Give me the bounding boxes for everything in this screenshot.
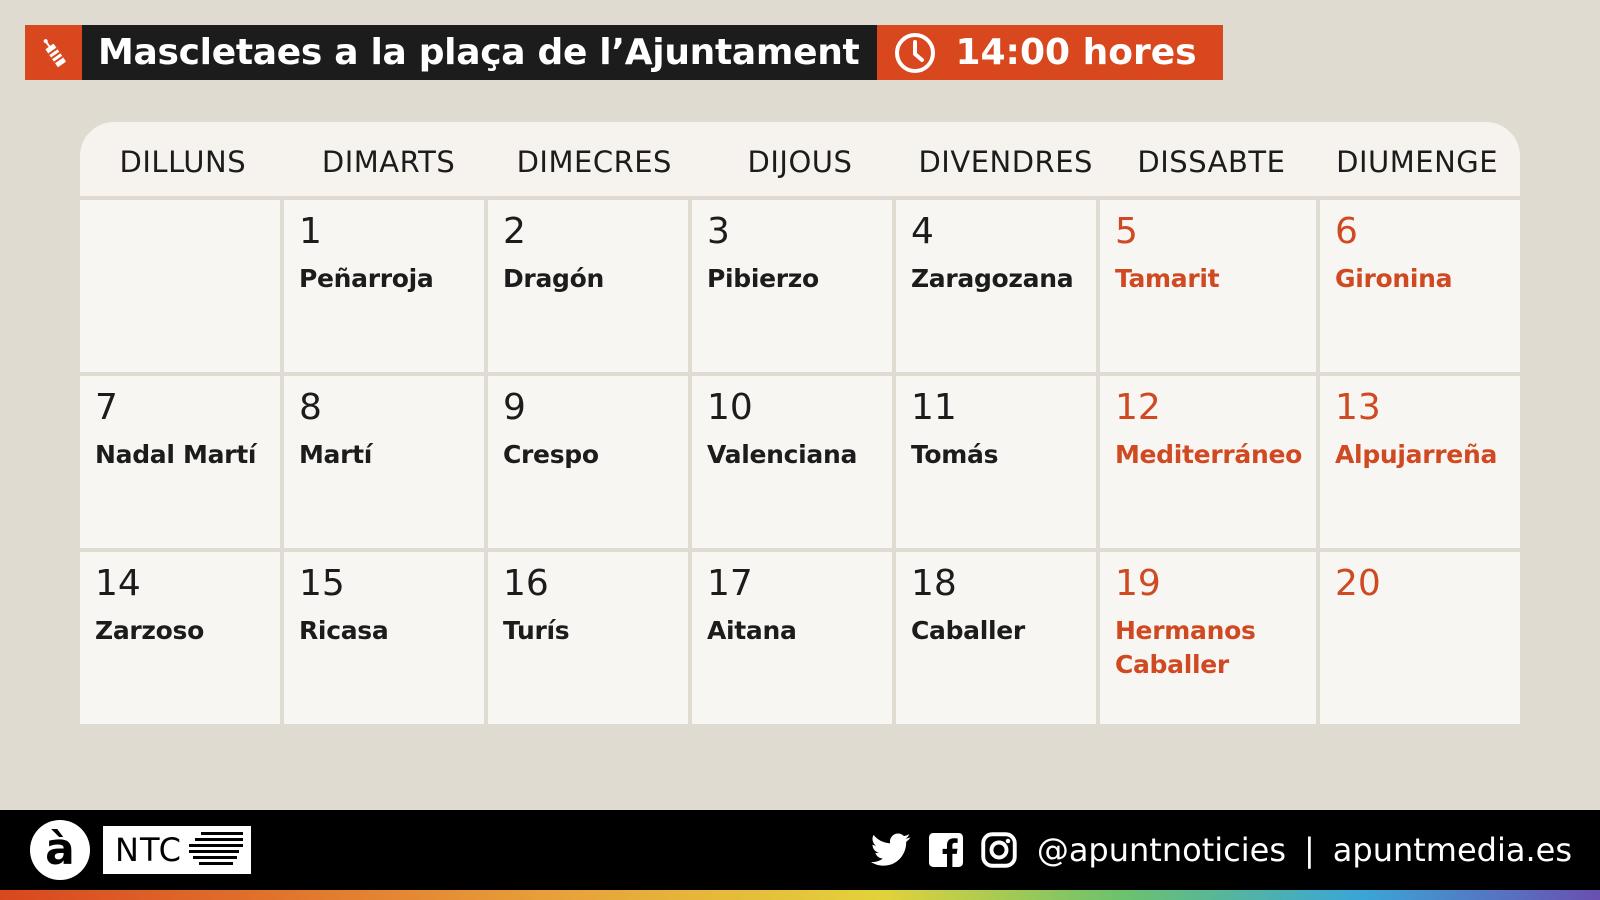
pyrotechnic-name: Zaragozana (910, 264, 1074, 293)
twitter-icon[interactable] (870, 833, 911, 867)
pyrotechnic-name: Martí (298, 440, 373, 469)
day-number: 12 (1114, 387, 1161, 428)
footer-bar: à NTC (0, 810, 1600, 900)
pyrotechnic-name: Dragón (502, 264, 604, 293)
day-cell: 3 Pibierzo (691, 200, 892, 372)
day-cell: 4 Zaragozana (895, 200, 1096, 372)
day-cell: 9 Crespo (487, 376, 688, 548)
pyrotechnic-name: Ricasa (298, 616, 389, 645)
day-number: 5 (1114, 211, 1138, 252)
ntc-logo[interactable]: NTC (103, 826, 251, 874)
day-cell: 18 Caballer (895, 552, 1096, 724)
day-number: 17 (706, 563, 753, 604)
pyrotechnic-name: Alpujarreña (1335, 440, 1498, 469)
day-cell: 16 Turís (487, 552, 688, 724)
pyrotechnic-name: Pibierzo (706, 264, 819, 293)
weekday-monday: DILLUNS (119, 145, 247, 179)
day-number: 18 (910, 563, 957, 604)
day-cell: 10 Valenciana (691, 376, 892, 548)
day-number: 3 (706, 211, 730, 252)
day-cell: 11 Tomás (895, 376, 1096, 548)
pyrotechnic-name: Mediterráneo (1114, 440, 1302, 469)
pyrotechnic-name: Valenciana (706, 440, 858, 469)
day-cell-weekend: 6 Gironina (1320, 200, 1520, 372)
pyrotechnic-name: Turís (502, 616, 570, 645)
day-number: 9 (502, 387, 526, 428)
day-number: 10 (706, 387, 753, 428)
pyrotechnic-name: Gironina (1335, 264, 1453, 293)
day-cell-weekend: 13 Alpujarreña (1320, 376, 1520, 548)
rainbow-stripe (0, 890, 1600, 900)
weekday-wednesday: DIMECRES (516, 145, 672, 179)
day-number: 4 (910, 211, 934, 252)
day-cell-weekend: 19 Hermanos Caballer (1099, 552, 1316, 724)
day-number: 11 (910, 387, 957, 428)
clock-icon (893, 31, 937, 75)
footer-separator: | (1303, 831, 1315, 869)
weekday-saturday: DISSABTE (1137, 145, 1286, 179)
day-number: 20 (1335, 563, 1381, 604)
pyrotechnic-name: Caballer (910, 616, 1025, 645)
twitter-handle[interactable]: @apuntnoticies (1036, 831, 1286, 869)
calendar: DILLUNS DIMARTS DIMECRES DIJOUS DIVENDRE… (80, 122, 1520, 724)
weekday-friday: DIVENDRES (918, 145, 1093, 179)
day-cell: 1 Peñarroja (283, 200, 484, 372)
weekday-header: DILLUNS DIMARTS DIMECRES DIJOUS DIVENDRE… (80, 122, 1520, 200)
pyrotechnic-name: Hermanos Caballer (1114, 616, 1256, 679)
time-label: 14:00 hores (955, 32, 1197, 73)
calendar-grid: 1 Peñarroja 2 Dragón 3 Pibierzo 4 Zarago… (80, 200, 1520, 724)
firework-icon (25, 25, 82, 80)
day-number: 7 (95, 387, 118, 428)
instagram-icon[interactable] (981, 832, 1017, 868)
day-number: 19 (1114, 563, 1161, 604)
day-cell (80, 200, 280, 372)
weekday-thursday: DIJOUS (747, 145, 853, 179)
time-badge: 14:00 hores (877, 25, 1223, 80)
weekday-sunday: DIUMENGE (1336, 145, 1499, 179)
pyrotechnic-name: Crespo (502, 440, 599, 469)
day-number: 8 (298, 387, 322, 428)
day-cell: 2 Dragón (487, 200, 688, 372)
ntc-logo-text: NTC (115, 831, 182, 869)
social-links: @apuntnoticies | apuntmedia.es (853, 824, 1572, 876)
day-number: 6 (1335, 211, 1358, 252)
website-link[interactable]: apuntmedia.es (1332, 831, 1572, 869)
day-cell: 14 Zarzoso (80, 552, 280, 724)
day-number (95, 212, 266, 256)
pyrotechnic-name: Tomás (910, 440, 999, 469)
day-cell-weekend: 20 (1320, 552, 1520, 724)
facebook-icon[interactable] (928, 833, 963, 867)
pyrotechnic-name: Nadal Martí (95, 440, 257, 469)
weekday-tuesday: DIMARTS (321, 145, 456, 179)
pyrotechnic-name: Aitana (706, 616, 797, 645)
pyrotechnic-name: Zarzoso (95, 616, 205, 645)
day-number: 14 (95, 563, 141, 604)
apunt-logo[interactable]: à (30, 820, 90, 880)
title-banner: Mascletaes a la plaça de l’Ajuntament 14… (25, 25, 1223, 80)
day-cell-weekend: 5 Tamarit (1099, 200, 1316, 372)
day-cell: 17 Aitana (691, 552, 892, 724)
pyrotechnic-name: Peñarroja (298, 264, 434, 293)
pyrotechnic-name: Tamarit (1114, 264, 1220, 293)
stripes-icon (189, 832, 243, 865)
day-number: 15 (298, 563, 345, 604)
day-cell: 7 Nadal Martí (80, 376, 280, 548)
day-number: 1 (298, 211, 322, 252)
day-number: 13 (1335, 387, 1381, 428)
day-number: 16 (502, 563, 549, 604)
day-cell-weekend: 12 Mediterráneo (1099, 376, 1316, 548)
day-cell: 15 Ricasa (283, 552, 484, 724)
page-title: Mascletaes a la plaça de l’Ajuntament (82, 25, 878, 80)
day-number: 2 (502, 211, 526, 252)
day-cell: 8 Martí (283, 376, 484, 548)
